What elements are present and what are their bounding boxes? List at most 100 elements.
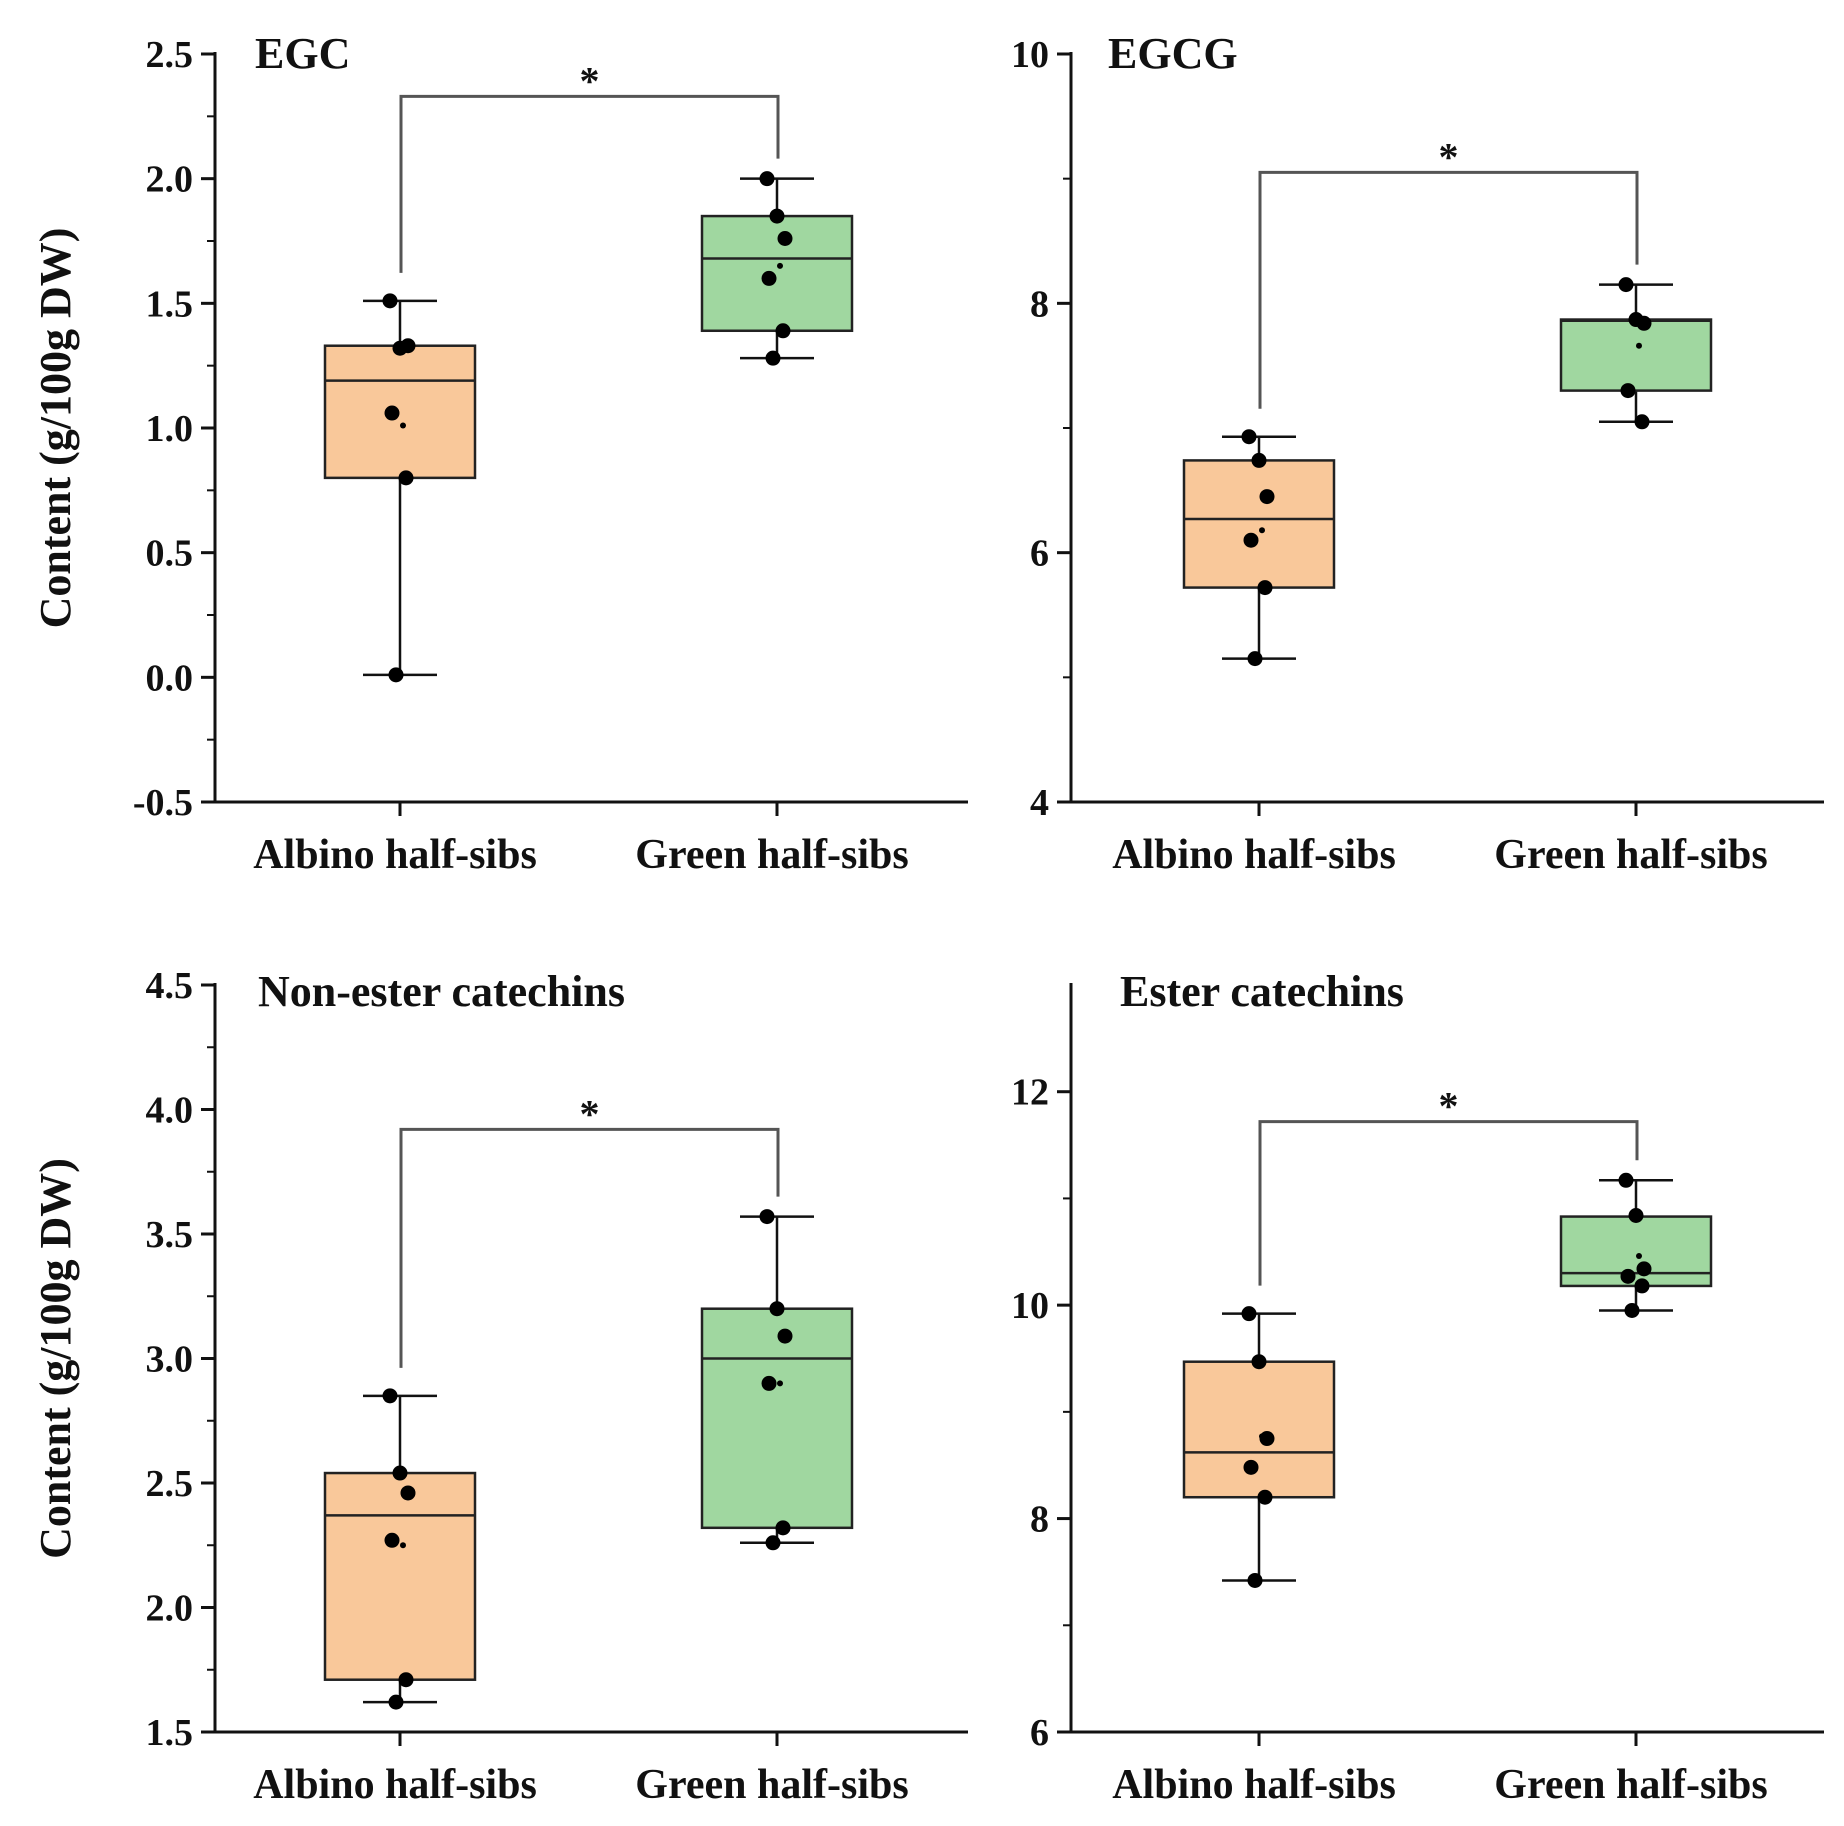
data-point bbox=[759, 1209, 775, 1225]
box-series-albino bbox=[323, 293, 477, 683]
box-series-albino bbox=[1182, 429, 1336, 667]
mean-marker bbox=[777, 262, 783, 269]
y-tick-label: 8 bbox=[1030, 1499, 1049, 1541]
data-point bbox=[1628, 1208, 1644, 1224]
y-tick-label: 6 bbox=[1030, 533, 1049, 575]
chart-title: Ester catechins bbox=[1120, 967, 1404, 1016]
y-tick-label: 2.5 bbox=[146, 1463, 194, 1505]
y-tick-label: 1.5 bbox=[146, 1712, 194, 1754]
x-tick-label: Green half-sibs bbox=[1494, 832, 1767, 878]
y-tick-label: 3.0 bbox=[146, 1339, 194, 1381]
box-series-albino bbox=[323, 1388, 477, 1710]
y-tick-label: 1.5 bbox=[146, 283, 194, 325]
y-tick-label: 4 bbox=[1030, 782, 1049, 824]
chart-title: EGCG bbox=[1108, 29, 1238, 78]
y-tick-label: -0.5 bbox=[133, 782, 193, 824]
data-point bbox=[1636, 1261, 1652, 1277]
data-point bbox=[765, 350, 781, 366]
data-point bbox=[769, 208, 785, 224]
significance-bracket bbox=[1258, 170, 1639, 409]
y-tick-label: 4.0 bbox=[146, 1090, 194, 1132]
y-tick-label: 8 bbox=[1030, 283, 1049, 325]
data-point bbox=[382, 1388, 398, 1404]
data-point bbox=[1243, 1459, 1259, 1475]
significance-marker: * bbox=[1439, 134, 1459, 179]
iqr-box bbox=[323, 1471, 477, 1681]
box-series-green bbox=[700, 171, 854, 366]
data-point bbox=[400, 338, 416, 354]
chart-title: EGC bbox=[255, 29, 350, 78]
mean-marker bbox=[777, 1380, 783, 1387]
y-axis-label: Content (g/100g DW) bbox=[31, 1158, 80, 1559]
iqr-box bbox=[700, 1307, 854, 1530]
data-point bbox=[1259, 1431, 1275, 1447]
significance-bracket bbox=[399, 1127, 780, 1368]
data-point bbox=[759, 171, 775, 187]
chart-panel-1: -0.5 0.0 0.5 1.0 1.5 2.0 2.5 Albino half-sibs Gr… bbox=[31, 29, 968, 878]
data-point bbox=[384, 405, 400, 421]
data-point bbox=[388, 667, 404, 683]
significance-bracket bbox=[1258, 1120, 1639, 1286]
data-point bbox=[384, 1532, 400, 1548]
mean-marker bbox=[400, 422, 406, 429]
significance-marker: * bbox=[580, 58, 600, 103]
x-tick-label: Albino half-sibs bbox=[1112, 832, 1396, 878]
y-tick-label: 3.5 bbox=[146, 1214, 194, 1256]
data-point bbox=[1243, 532, 1259, 548]
data-point bbox=[400, 1485, 416, 1501]
data-point bbox=[398, 1672, 414, 1688]
y-tick-label: 2.0 bbox=[146, 1588, 194, 1630]
data-point bbox=[769, 1301, 785, 1317]
y-axis-label: Content (g/100g DW) bbox=[31, 228, 80, 629]
data-point bbox=[1247, 1572, 1263, 1588]
data-point bbox=[777, 1328, 793, 1344]
y-tick-label: 0.5 bbox=[146, 533, 194, 575]
data-point bbox=[777, 231, 793, 247]
x-tick-label: Green half-sibs bbox=[635, 1762, 908, 1808]
y-tick-label: 10 bbox=[1011, 34, 1049, 76]
chart-panel-2: 4 6 8 10 Albino half-sibs Green half-sibs EGCG… bbox=[1011, 29, 1824, 878]
significance-bracket bbox=[399, 94, 780, 273]
y-tick-label: 6 bbox=[1030, 1712, 1049, 1754]
chart-title: Non-ester catechins bbox=[258, 967, 625, 1016]
x-tick-label: Albino half-sibs bbox=[253, 832, 537, 878]
data-point bbox=[398, 470, 414, 486]
data-point bbox=[1634, 1278, 1650, 1294]
iqr-box bbox=[1559, 318, 1713, 392]
data-point bbox=[1620, 383, 1636, 399]
data-point bbox=[1247, 651, 1263, 667]
data-point bbox=[1251, 452, 1267, 468]
data-point bbox=[775, 1520, 791, 1536]
x-tick-label: Albino half-sibs bbox=[253, 1762, 537, 1808]
data-point bbox=[775, 323, 791, 339]
data-point bbox=[1257, 580, 1273, 596]
x-tick-label: Green half-sibs bbox=[1494, 1762, 1767, 1808]
y-tick-label: 0.0 bbox=[146, 657, 194, 699]
chart-panel-3: 1.5 2.0 2.5 3.0 3.5 4.0 4.5 Albino half-sibs Gre… bbox=[31, 965, 968, 1808]
x-tick-label: Green half-sibs bbox=[635, 832, 908, 878]
data-point bbox=[1636, 315, 1652, 331]
y-tick-label: 12 bbox=[1011, 1072, 1049, 1114]
data-point bbox=[1241, 1306, 1257, 1322]
box-series-albino bbox=[1182, 1306, 1336, 1588]
box-series-green bbox=[1559, 1172, 1713, 1318]
data-point bbox=[1624, 1302, 1640, 1318]
y-tick-label: 1.0 bbox=[146, 408, 194, 450]
y-tick-label: 2.0 bbox=[146, 159, 194, 201]
mean-marker bbox=[400, 1542, 406, 1549]
iqr-box bbox=[700, 214, 854, 333]
chart-panel-4: 6 8 10 12 Albino half-sibs Green half-sibs Est… bbox=[1011, 967, 1824, 1808]
data-point bbox=[1634, 414, 1650, 430]
iqr-box bbox=[323, 344, 477, 480]
iqr-box bbox=[1559, 1215, 1713, 1288]
mean-marker bbox=[1636, 1253, 1642, 1260]
data-point bbox=[1251, 1354, 1267, 1370]
significance-marker: * bbox=[580, 1091, 600, 1136]
data-point bbox=[1257, 1489, 1273, 1505]
data-point bbox=[392, 1465, 408, 1481]
box-series-green bbox=[700, 1209, 854, 1551]
iqr-box bbox=[1182, 459, 1336, 589]
mean-marker bbox=[1636, 342, 1642, 349]
iqr-box bbox=[1182, 1360, 1336, 1499]
significance-marker: * bbox=[1439, 1084, 1459, 1129]
